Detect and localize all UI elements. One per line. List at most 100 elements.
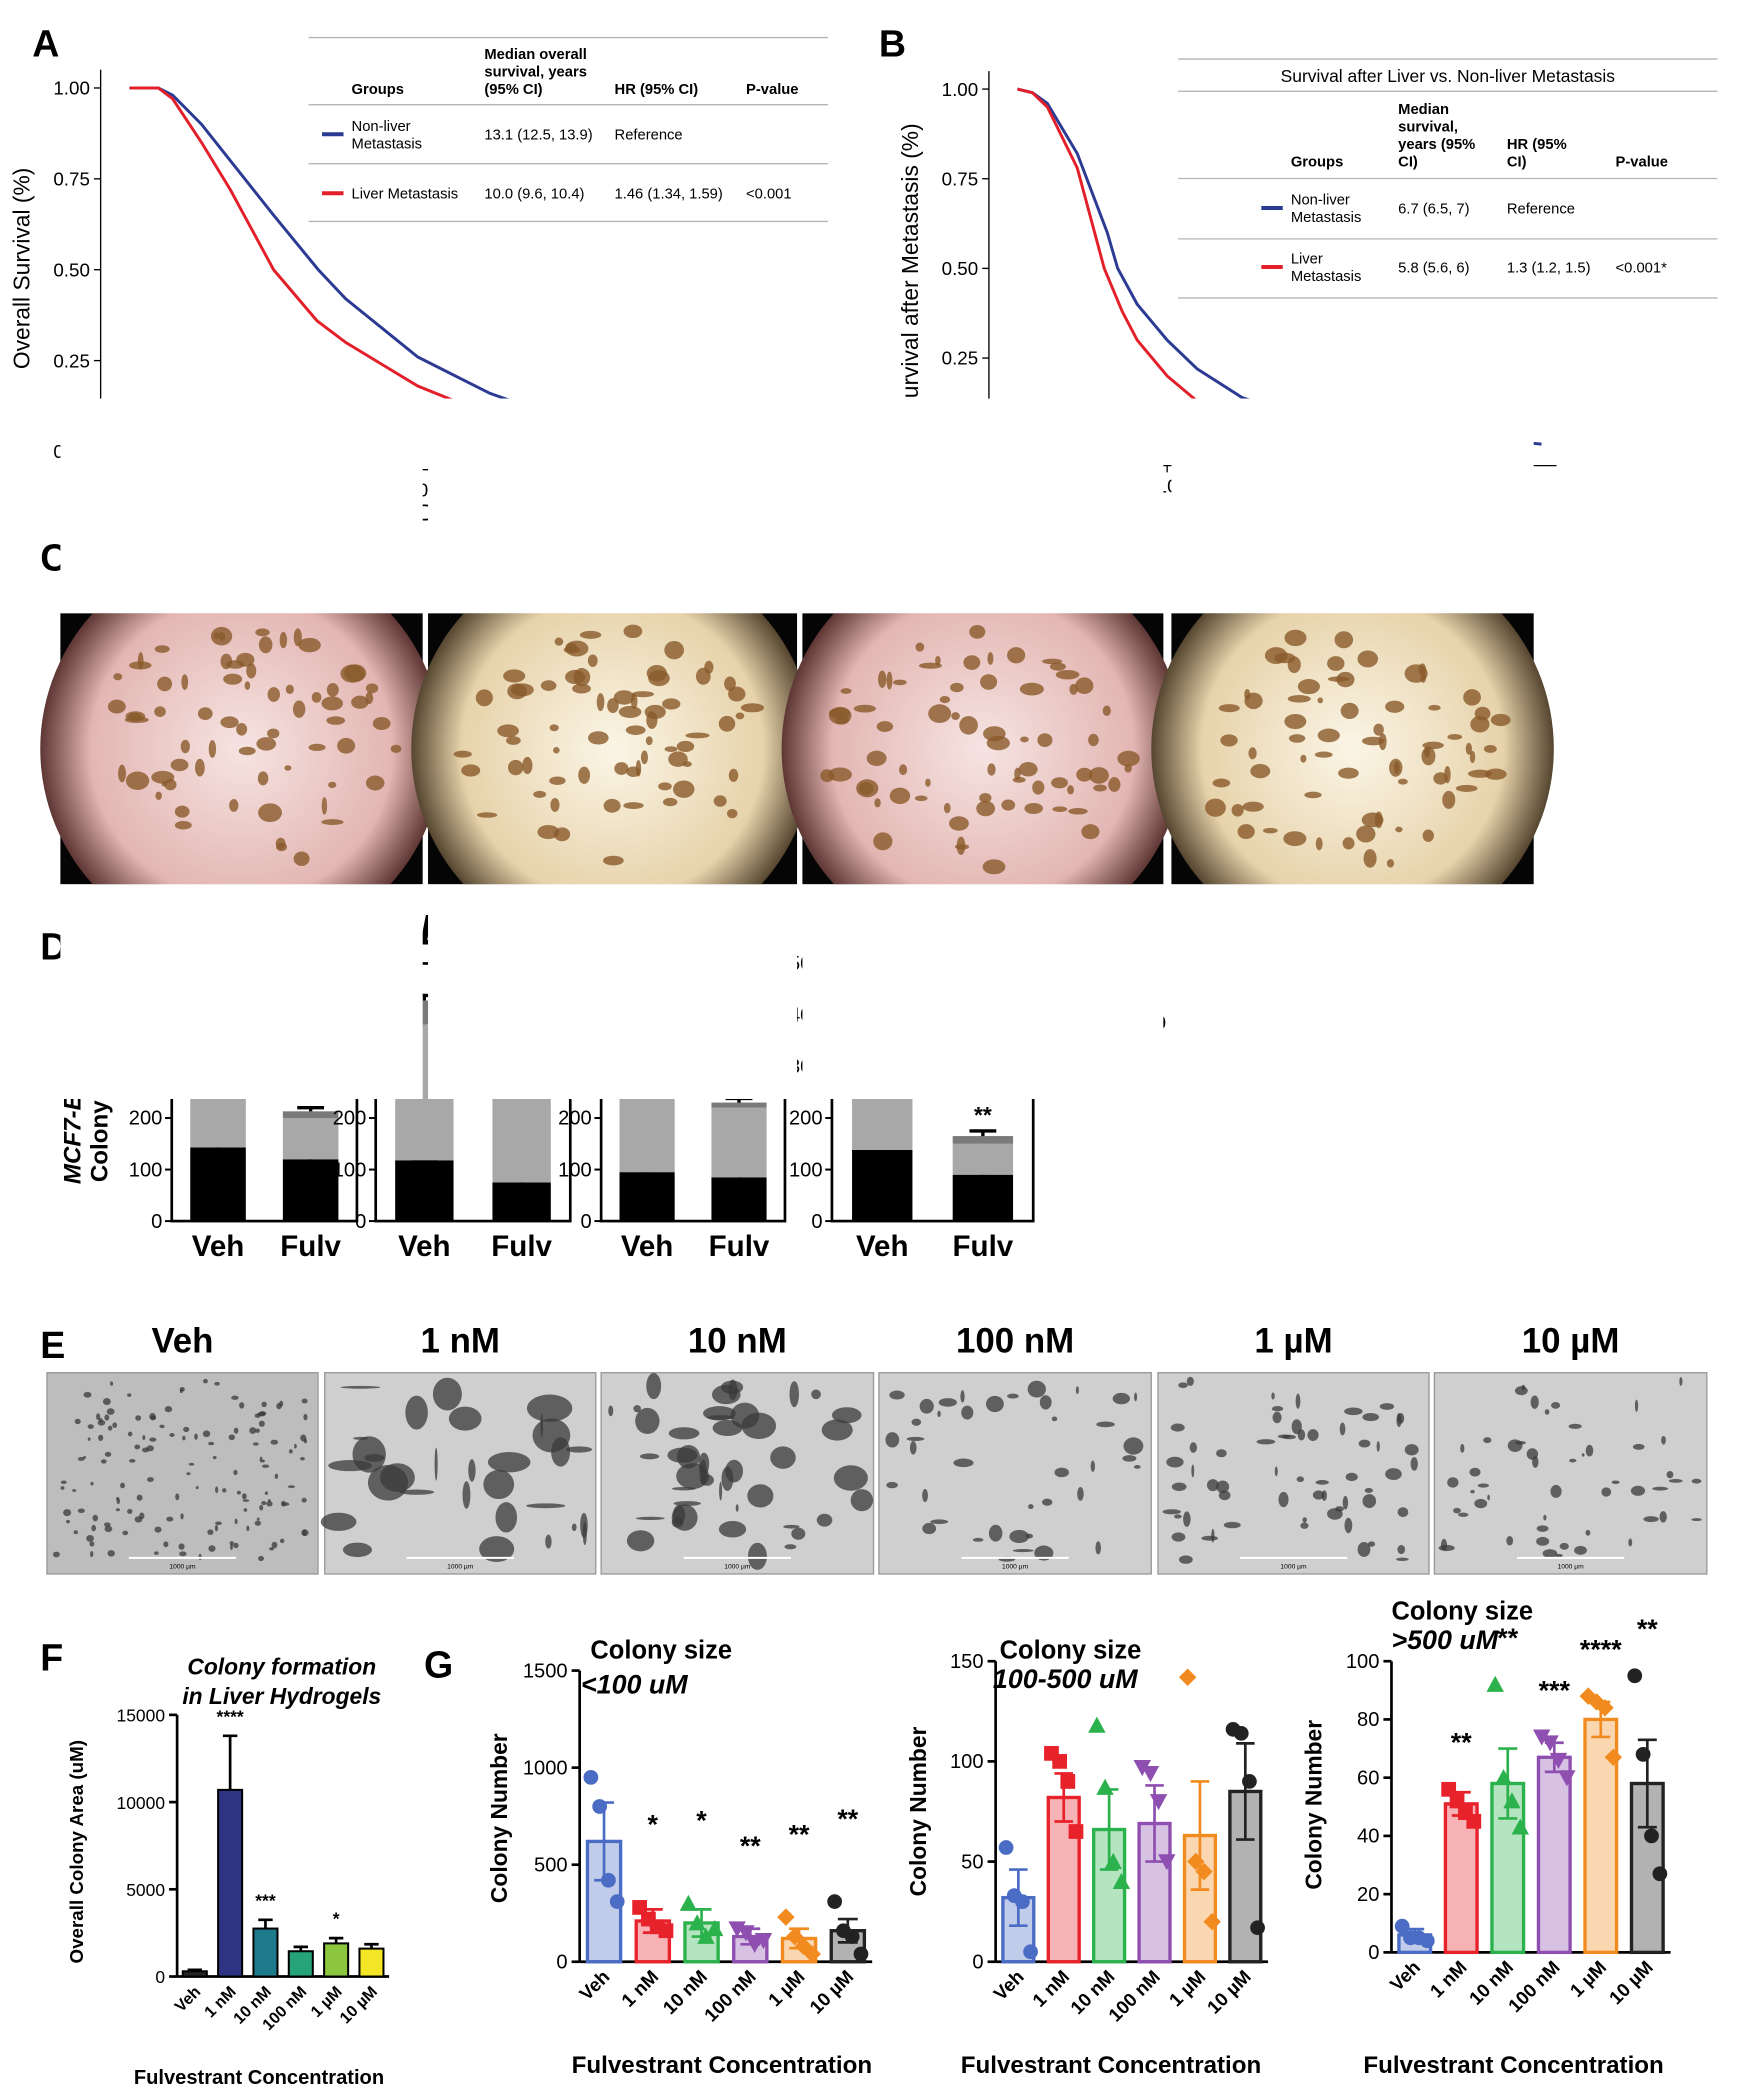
colony [113,673,123,681]
data-point [1052,1754,1068,1769]
data-point [777,1908,795,1926]
table-header: Median survival, years (95% CI) [1398,102,1475,170]
colony [1536,1536,1550,1546]
colony [1559,1542,1569,1550]
data-point [1088,1716,1106,1733]
photo-crop [1171,884,1534,1099]
colony [321,819,344,826]
colony [1108,777,1121,792]
colony [352,1436,369,1440]
colony [106,1408,115,1415]
data-point [601,1872,616,1888]
colony [1317,697,1324,704]
colony [1069,683,1078,695]
colony [668,1427,700,1440]
colony [174,820,192,830]
colony [596,693,605,712]
colony [351,695,369,709]
colony [925,778,931,787]
scale-bar-label: 1000 µm [169,1564,196,1571]
data-point [1187,1852,1205,1871]
colony [646,664,668,682]
y-tick-label: 0 [972,1951,983,1973]
colony [1112,1392,1130,1405]
colony [1076,767,1093,782]
colony [1067,785,1074,795]
colony [673,1501,701,1506]
colony [1218,704,1240,713]
colony [215,1521,222,1526]
colony [1012,776,1026,783]
colony [919,1398,934,1414]
colony [1659,1511,1667,1523]
colony [526,1394,573,1422]
colony [1001,799,1016,811]
y-tick-label: 100 [1346,1651,1380,1673]
colony [672,1504,686,1525]
colony [83,1391,92,1398]
data-point [1104,1852,1122,1869]
colony [104,1525,113,1533]
chart-title: Colony formation in Liver Hydrogels [182,1654,381,1710]
colony [321,696,343,711]
colony [136,1494,143,1501]
colony [1171,1532,1186,1542]
colony [239,1402,245,1409]
colony [549,724,559,732]
significance: ** [1637,1614,1658,1644]
colony [285,684,294,695]
colony [1356,825,1376,843]
colony [432,1377,462,1411]
colony [146,1477,154,1482]
y-axis-label: Colony Number [486,1733,512,1903]
colony [1367,1541,1376,1547]
colony [853,704,876,713]
colony [154,1551,159,1555]
colony [1601,1487,1612,1497]
bar-segment [711,1102,767,1108]
colony [186,1472,191,1476]
colony [1288,734,1306,743]
y-tick-label: 0 [556,1951,567,1973]
colony [1362,1413,1380,1422]
colony [1397,1507,1409,1518]
colony [918,662,942,669]
colony [1458,1512,1469,1517]
colony [667,1447,698,1463]
colony [816,1513,833,1527]
colony [1362,1494,1377,1509]
colony [682,761,692,767]
data-point [658,1923,674,1939]
data-point [1441,1781,1457,1797]
colony [1216,1480,1230,1494]
data-point [1068,1824,1084,1839]
y-tick-label: 150 [950,1651,984,1673]
colony [267,687,280,702]
colony [233,1469,238,1476]
colony [572,683,591,694]
colony [1691,1518,1702,1522]
photo-label: 1 nM [421,1322,500,1361]
bar-segment [952,1143,1014,1175]
colony [1284,713,1307,730]
colony [1278,1491,1289,1508]
colony [269,1547,274,1551]
colony [365,775,385,791]
colony [1357,650,1379,668]
colony [1336,671,1355,688]
colony [915,642,925,652]
colony [63,1509,72,1517]
colony [1051,1416,1058,1422]
colony [1274,1466,1278,1477]
colony [1018,762,1038,777]
photo-crop [1171,398,1534,614]
bar-segment [711,1177,767,1222]
colony [783,1524,800,1529]
y-tick-label: 1.00 [942,79,979,100]
colony [157,676,173,692]
colony [828,767,852,782]
y-tick-label: 0 [355,1211,366,1233]
colony [1447,734,1463,740]
colony [533,790,547,798]
colony [163,1541,169,1548]
